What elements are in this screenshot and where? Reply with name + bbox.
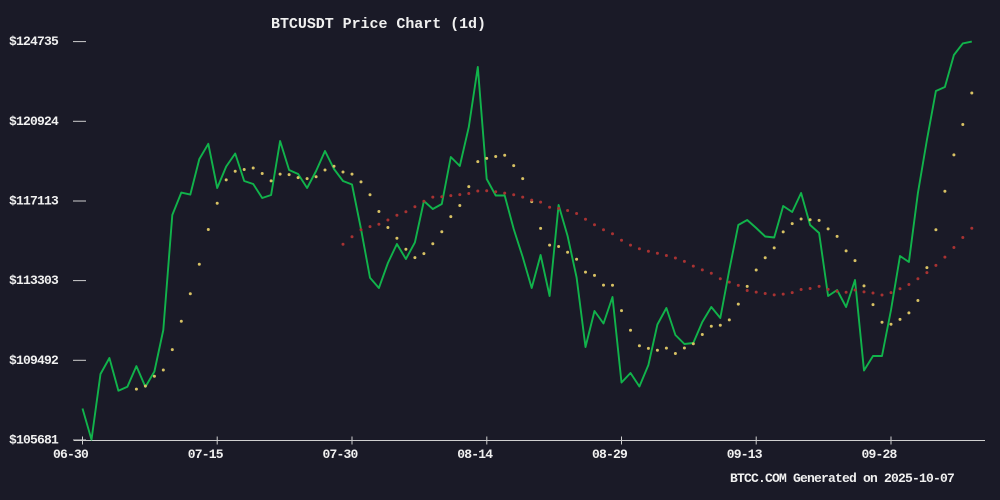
svg-text:$113303: $113303 bbox=[9, 273, 59, 288]
svg-text:$109492: $109492 bbox=[9, 353, 59, 368]
svg-text:$124735: $124735 bbox=[9, 34, 59, 49]
svg-text:09-13: 09-13 bbox=[727, 447, 763, 462]
svg-text:BTCUSDT Price Chart (1d): BTCUSDT Price Chart (1d) bbox=[271, 16, 486, 33]
svg-text:08-29: 08-29 bbox=[592, 447, 628, 462]
svg-text:08-14: 08-14 bbox=[457, 447, 493, 462]
svg-text:$120924: $120924 bbox=[9, 114, 59, 129]
svg-text:07-30: 07-30 bbox=[322, 447, 358, 462]
svg-text:$117113: $117113 bbox=[9, 194, 59, 209]
svg-text:06-30: 06-30 bbox=[53, 447, 89, 462]
svg-text:09-28: 09-28 bbox=[861, 447, 897, 462]
svg-text:07-15: 07-15 bbox=[188, 447, 224, 462]
svg-text:$105681: $105681 bbox=[9, 433, 59, 448]
svg-text:BTCC.COM Generated on 2025-10-: BTCC.COM Generated on 2025-10-07 bbox=[730, 471, 954, 486]
